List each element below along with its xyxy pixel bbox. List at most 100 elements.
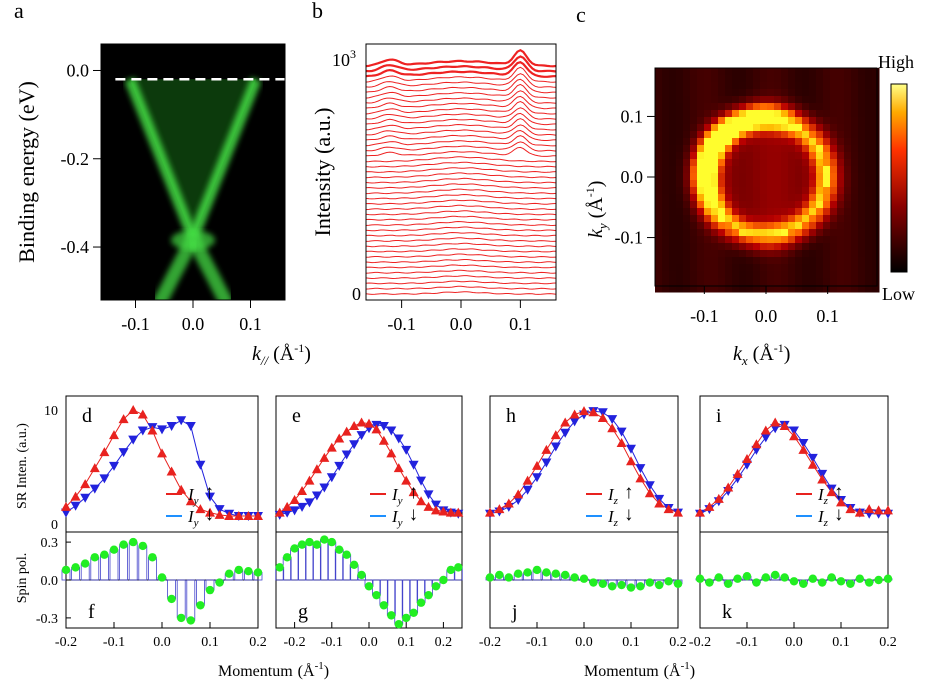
fermi-surface-pixel [683,96,691,104]
fermi-surface-pixel [872,250,880,258]
fermi-surface-pixel [725,110,733,118]
fermi-surface-pixel [816,96,824,104]
fermi-surface-pixel [676,138,684,146]
panel-c-ytick-label: 0.0 [621,167,644,187]
fermi-surface-pixel [809,257,817,265]
fermi-surface-pixel [872,152,880,160]
panel-c-ytick-label: 0.1 [621,106,644,126]
spin-pol-point [379,601,389,610]
fermi-surface-pixel [851,152,859,160]
legend-up-label: Iy ↑ [187,482,214,507]
fermi-surface-pixel [830,208,838,216]
fermi-surface-pixel [718,117,726,125]
spin-up-marker [541,444,552,454]
fermi-surface-pixel [781,278,789,286]
spin-pol-point [695,574,705,583]
fermi-surface-pixel [704,124,712,132]
fermi-surface-pixel [704,187,712,195]
fermi-surface-pixel [732,96,740,104]
fermi-surface-pixel [823,117,831,125]
fermi-surface-pixel [788,75,796,83]
fermi-surface-pixel [725,166,733,174]
fermi-surface-pixel [683,264,691,272]
spin-pol-point [409,608,418,618]
xtick-label: -0.2 [55,635,77,650]
spin-pol-point [148,553,157,562]
fermi-surface-pixel [753,159,761,167]
spin-down-marker [297,502,308,512]
fermi-surface-pixel [781,201,789,209]
fermi-surface-pixel [718,180,726,188]
fermi-surface-pixel [816,117,824,125]
fermi-surface-pixel [683,82,691,90]
fermi-surface-pixel [851,145,859,153]
fermi-surface-pixel [669,257,677,265]
edc-curve [365,78,556,94]
spin-down-marker [522,485,533,495]
upper-dirac-band-right [187,77,262,241]
fermi-surface-pixel [711,236,719,244]
fermi-surface-pixel [795,271,803,279]
fermi-surface-pixel [802,89,810,97]
fermi-surface-pixel [858,180,866,188]
fermi-surface-pixel [697,250,705,258]
spin-up-marker [438,506,449,516]
fermi-surface-pixel [662,152,670,160]
fermi-surface-pixel [746,173,754,181]
fermi-surface-pixel [690,138,698,146]
fermi-surface-pixel [865,124,873,132]
fermi-surface-pixel [746,82,754,90]
spin-up-marker [560,417,571,427]
fermi-surface-pixel [697,131,705,139]
fermi-surface-pixel [823,187,831,195]
spin-up-marker [195,504,206,514]
fermi-surface-pixel [711,187,719,195]
fermi-surface-pixel [781,243,789,251]
fermi-surface-pixel [746,215,754,223]
fermi-surface-pixel [753,110,761,118]
spin-down-marker [214,505,225,515]
fermi-surface-pixel [690,215,698,223]
fermi-surface-pixel [795,124,803,132]
fermi-surface-pixel [830,285,838,293]
fermi-surface-pixel [690,180,698,188]
fermi-surface-pixel [816,250,824,258]
spin-up-marker [243,511,254,521]
spin-up-marker [485,507,495,517]
fermi-surface-pixel [837,145,845,153]
fermi-surface-pixel [753,229,761,237]
k-parallel-axis-label: k// (Å-1) [252,341,311,368]
spin-pol-bar [138,545,148,581]
fermi-surface-pixel [830,138,838,146]
fermi-surface-pixel [823,145,831,153]
fermi-surface-pixel [795,215,803,223]
fermi-surface-pixel [683,89,691,97]
panel-a: a -0.1 0.0 0.1 0.0 -0.2 -0.4 Binding energy (… [14,0,286,334]
fermi-surface-pixel [851,271,859,279]
fermi-surface-pixel [851,215,859,223]
fermi-surface-pixel [676,117,684,125]
fermi-surface-pixel [767,89,775,97]
fermi-surface-pixel [858,89,866,97]
fermi-surface-pixel [767,159,775,167]
fermi-surface-pixel [767,285,775,293]
fermi-surface-pixel [725,187,733,195]
fermi-surface-pixel [669,82,677,90]
spin-up-marker [423,501,434,511]
fermi-surface-pixel [809,271,817,279]
fermi-surface-pixel [865,96,873,104]
spin-pol-bar [319,539,329,581]
fermi-surface-pixel [788,250,796,258]
fermi-surface-pixel [830,194,838,202]
fermi-surface-pixel [865,222,873,230]
spin-pol-point [579,574,589,583]
fermi-surface-pixel [690,222,698,230]
spin-up-marker [503,498,514,508]
fermi-surface-pixel [767,152,775,160]
fermi-surface-pixel [676,194,684,202]
fermi-surface-pixel [739,89,747,97]
fermi-surface-pixel [690,278,698,286]
fermi-surface-pixel [858,159,866,167]
fermi-surface-pixel [774,152,782,160]
panel-a-y-axis-label: Binding energy (eV) [14,81,39,263]
